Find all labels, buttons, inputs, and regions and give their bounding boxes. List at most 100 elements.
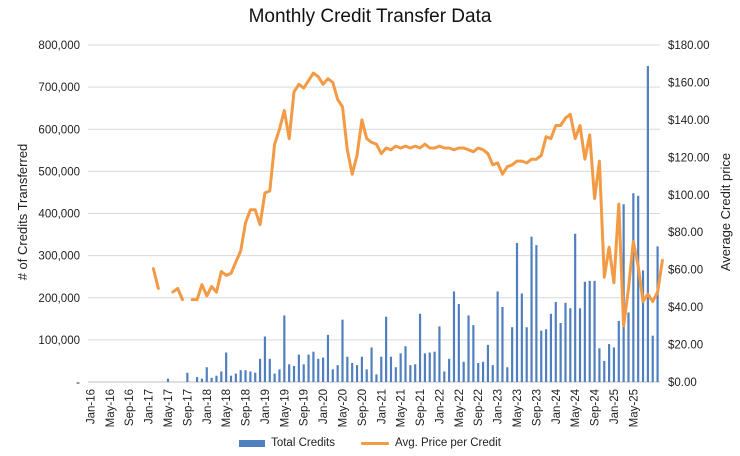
bar: [215, 375, 218, 382]
bar: [637, 195, 640, 382]
bar: [506, 367, 509, 382]
bar: [603, 360, 606, 382]
bar: [438, 326, 441, 382]
legend-item-line: Avg. Price per Credit: [361, 437, 501, 449]
bar: [317, 358, 320, 382]
x-tick-label: May-16: [105, 389, 117, 427]
price-line: [171, 286, 184, 302]
legend: Total Credits Avg. Price per Credit: [0, 437, 740, 449]
bar: [656, 246, 659, 382]
bar: [220, 371, 223, 382]
bar: [249, 371, 252, 382]
bar: [608, 344, 611, 382]
bar: [375, 374, 378, 382]
bar: [244, 370, 247, 382]
x-tick-label: Sep-20: [357, 389, 369, 426]
y-tick-label-right: $0.00: [668, 377, 697, 389]
bar: [360, 356, 363, 382]
y-tick-label-right: $80.00: [668, 227, 703, 239]
x-axis: Jan-16 May-16 Sep-16 Jan-17 May-17 Sep-17 Jan-…: [85, 388, 640, 427]
y-tick-label-left: -: [76, 377, 80, 389]
bar: [322, 357, 325, 382]
bar: [496, 291, 499, 382]
bar: [355, 365, 359, 382]
y-tick-label-right: $120.00: [668, 152, 710, 164]
bar: [370, 347, 373, 382]
bar: [195, 376, 199, 382]
bar: [307, 354, 310, 382]
bar: [477, 363, 480, 382]
bar: [365, 369, 368, 382]
x-tick-label: Jan-24: [551, 388, 563, 424]
bar: [254, 372, 257, 382]
bar: [297, 354, 300, 382]
bar: [520, 293, 523, 382]
bar: [423, 353, 426, 382]
bar: [399, 353, 402, 382]
x-tick-label: Sep-16: [124, 389, 136, 426]
bar: [205, 367, 208, 382]
bar: [210, 377, 213, 382]
x-tick-label: Sep-21: [415, 389, 427, 426]
bar: [283, 315, 286, 382]
bar: [394, 367, 397, 382]
bar: [486, 344, 490, 382]
bar: [186, 372, 189, 382]
bar: [428, 352, 431, 382]
x-tick-label: May-18: [221, 389, 233, 427]
x-tick-label: Jan-25: [609, 389, 621, 424]
bar: [462, 361, 465, 382]
legend-swatch-bars: [239, 439, 266, 447]
x-tick-label: May-23: [512, 389, 524, 427]
bar: [549, 313, 553, 382]
y-tick-label-right: $60.00: [668, 265, 703, 277]
bar: [433, 351, 436, 382]
bar: [612, 347, 616, 382]
y-tick-label-left: 100,000: [38, 335, 80, 347]
bar: [472, 325, 475, 382]
bar: [166, 378, 170, 382]
x-tick-label: May-22: [454, 389, 466, 427]
x-tick-label: Sep-23: [531, 389, 543, 426]
bar: [200, 378, 204, 382]
bar: [409, 365, 412, 382]
bar: [273, 373, 276, 382]
bar: [574, 233, 577, 382]
bar: [263, 336, 267, 382]
bar: [312, 351, 315, 382]
bar: [225, 352, 228, 382]
bar: [239, 370, 242, 382]
x-tick-label: Sep-19: [299, 389, 311, 426]
bar: [540, 330, 543, 382]
bar: [278, 369, 281, 382]
bar: [569, 308, 572, 382]
x-tick-label: Jan-20: [318, 389, 330, 424]
bar: [559, 323, 562, 382]
gridlines: [88, 44, 660, 383]
bar: [617, 320, 620, 382]
bar: [452, 291, 456, 382]
x-tick-label: Jan-16: [85, 389, 97, 424]
y-tick-label-right: $180.00: [668, 40, 710, 52]
bar: [598, 348, 601, 382]
bar: [491, 365, 494, 382]
y-axis-left: - 100,000 200,000 300,000 400,000 500,000 600,…: [38, 40, 80, 389]
bar: [336, 365, 339, 382]
y-tick-label-left: 600,000: [38, 124, 80, 136]
bar: [292, 365, 296, 382]
bar: [632, 193, 635, 382]
bar: [501, 307, 504, 382]
bar: [443, 371, 446, 382]
bar: [481, 361, 485, 382]
y-axis-title-right: Average Credit price: [718, 153, 733, 271]
price-line: [151, 267, 160, 290]
x-tick-label: May-24: [570, 388, 582, 427]
bar: [288, 364, 291, 382]
bar: [389, 356, 393, 382]
bar: [646, 66, 649, 382]
bar: [544, 329, 548, 382]
bar: [593, 280, 596, 382]
y-tick-label-right: $140.00: [668, 115, 710, 127]
bar: [530, 236, 533, 382]
